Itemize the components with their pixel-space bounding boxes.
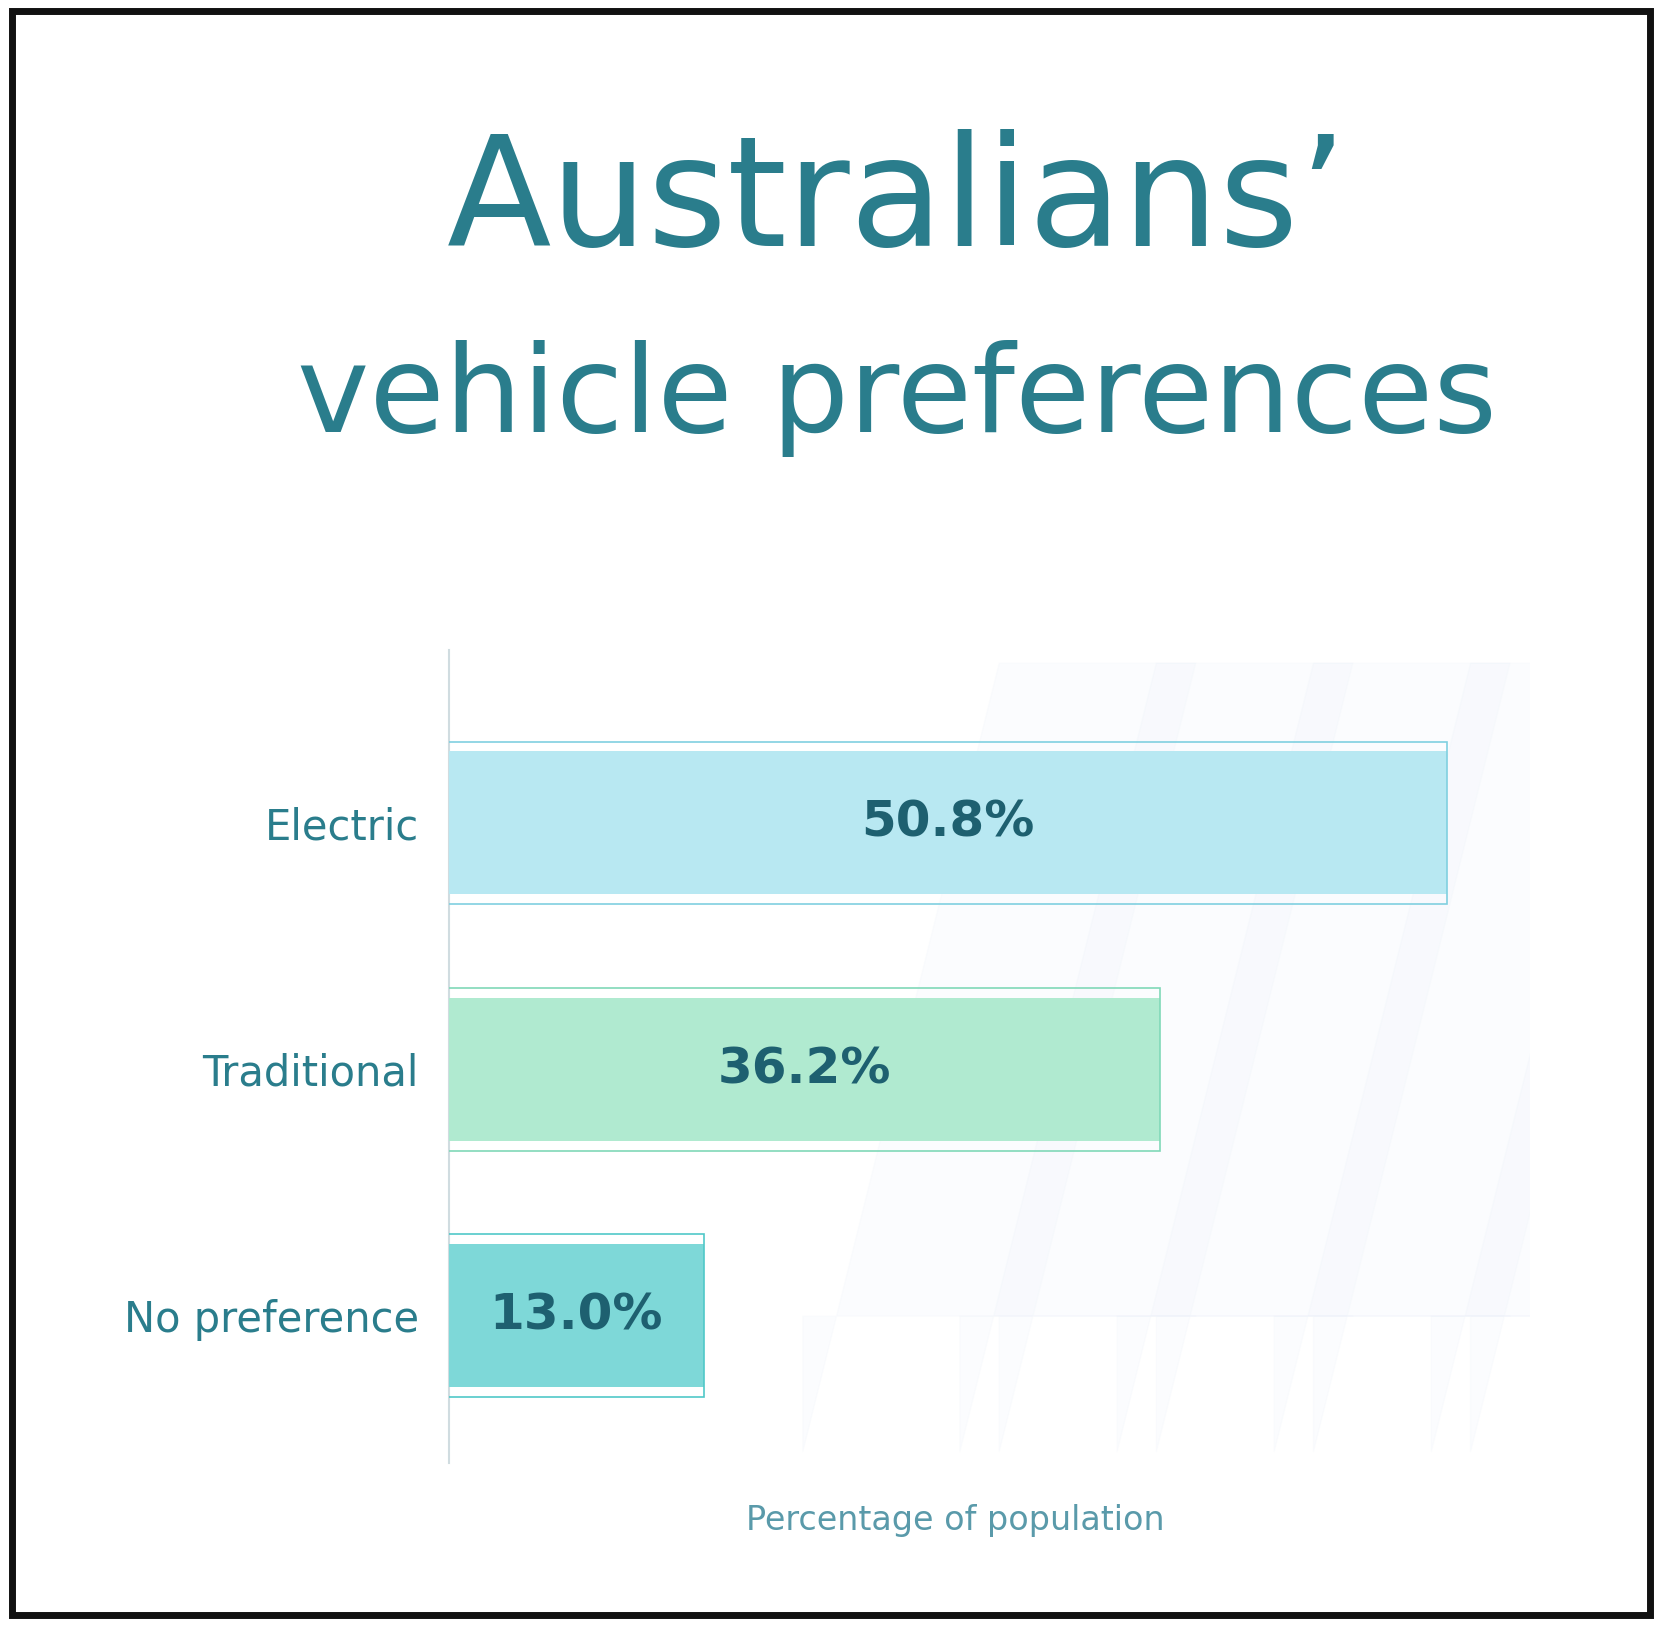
Text: 36.2%: 36.2% bbox=[718, 1046, 891, 1093]
Text: Australians’: Australians’ bbox=[447, 128, 1348, 278]
Text: Percentage of population: Percentage of population bbox=[746, 1504, 1165, 1537]
Bar bbox=[449, 1244, 705, 1387]
Text: vehicle preferences: vehicle preferences bbox=[297, 340, 1497, 457]
Text: 13.0%: 13.0% bbox=[490, 1291, 663, 1340]
Text: 50.8%: 50.8% bbox=[861, 798, 1034, 847]
Bar bbox=[449, 751, 1446, 894]
Bar bbox=[449, 998, 1160, 1141]
